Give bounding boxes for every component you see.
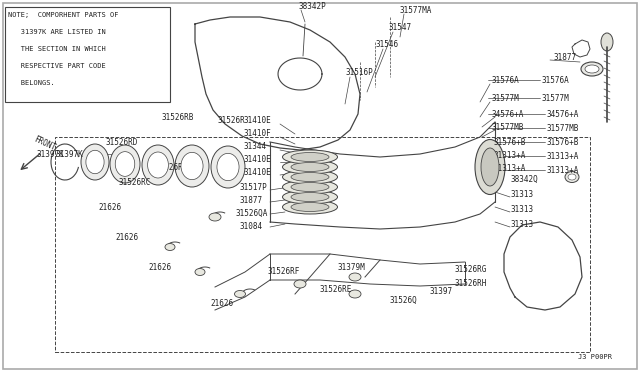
Text: 31410E: 31410E — [243, 154, 271, 164]
Ellipse shape — [565, 171, 579, 183]
Text: 31517P: 31517P — [240, 183, 268, 192]
Ellipse shape — [81, 144, 109, 180]
Text: 31397K: 31397K — [36, 150, 64, 158]
Text: 31410F: 31410F — [243, 128, 271, 138]
Text: 31877: 31877 — [554, 52, 577, 61]
Text: THE SECTION IN WHICH: THE SECTION IN WHICH — [8, 46, 106, 52]
Text: 31397K ARE LISTED IN: 31397K ARE LISTED IN — [8, 29, 106, 35]
Text: 34576+A: 34576+A — [492, 109, 524, 119]
Text: 21626: 21626 — [115, 232, 138, 241]
Ellipse shape — [475, 140, 505, 195]
Text: 31526RE: 31526RE — [320, 285, 353, 294]
Ellipse shape — [291, 202, 329, 212]
Text: 31526RB: 31526RB — [162, 112, 195, 122]
Text: 31084: 31084 — [240, 221, 263, 231]
Text: 31379M: 31379M — [338, 263, 365, 272]
Text: 31526RH: 31526RH — [455, 279, 488, 289]
Text: 31526RA: 31526RA — [155, 163, 188, 171]
Ellipse shape — [142, 145, 174, 185]
Text: 31410E: 31410E — [243, 115, 271, 125]
Text: 31546: 31546 — [376, 39, 399, 48]
Text: 31516P: 31516P — [346, 67, 374, 77]
Text: 31577M: 31577M — [542, 93, 570, 103]
Text: 31526RD: 31526RD — [105, 138, 138, 147]
Ellipse shape — [585, 65, 599, 73]
Ellipse shape — [110, 145, 140, 183]
Text: 31526RG: 31526RG — [455, 264, 488, 273]
Text: 31313: 31313 — [511, 189, 534, 199]
Ellipse shape — [148, 152, 168, 178]
Text: 31526RF: 31526RF — [268, 267, 300, 276]
Text: J3 P00PR: J3 P00PR — [578, 354, 612, 360]
Text: 31313: 31313 — [511, 205, 534, 214]
Ellipse shape — [86, 150, 104, 174]
Text: 31526R: 31526R — [218, 115, 246, 125]
Ellipse shape — [349, 273, 361, 281]
Text: 31577M: 31577M — [492, 93, 520, 103]
Ellipse shape — [282, 180, 337, 194]
Text: 31313+A: 31313+A — [547, 166, 579, 174]
Ellipse shape — [291, 173, 329, 182]
Ellipse shape — [115, 152, 135, 176]
Ellipse shape — [211, 146, 245, 188]
Text: 38342Q: 38342Q — [511, 174, 539, 183]
Text: 31313: 31313 — [511, 219, 534, 228]
Ellipse shape — [234, 291, 246, 298]
Text: 31577MB: 31577MB — [492, 122, 524, 131]
Ellipse shape — [217, 153, 239, 181]
Text: 31410E: 31410E — [243, 167, 271, 176]
Ellipse shape — [291, 192, 329, 202]
Text: 31526RC: 31526RC — [118, 177, 150, 186]
Text: 31547: 31547 — [389, 22, 412, 32]
Text: 38342P: 38342P — [299, 1, 327, 10]
Text: 31313+A: 31313+A — [494, 151, 526, 160]
Ellipse shape — [175, 145, 209, 187]
Text: 31313+A: 31313+A — [547, 151, 579, 160]
Text: 31397K: 31397K — [55, 150, 83, 158]
Text: 21626: 21626 — [98, 202, 121, 212]
Ellipse shape — [195, 269, 205, 276]
Ellipse shape — [294, 280, 306, 288]
Ellipse shape — [481, 148, 499, 186]
Text: 31576+B: 31576+B — [494, 138, 526, 147]
Ellipse shape — [581, 62, 603, 76]
Text: 31576A: 31576A — [492, 76, 520, 84]
Ellipse shape — [282, 150, 337, 164]
Text: FRONT: FRONT — [32, 135, 57, 153]
Text: NOTE;  COMPORНENT PARTS OF: NOTE; COMPORНENT PARTS OF — [8, 12, 118, 18]
Bar — [55, 137, 590, 352]
Text: 31526QA: 31526QA — [235, 208, 268, 218]
Text: 31313+A: 31313+A — [494, 164, 526, 173]
Ellipse shape — [291, 153, 329, 161]
Text: 31344: 31344 — [243, 141, 266, 151]
Text: BELONGS.: BELONGS. — [8, 80, 55, 86]
Ellipse shape — [209, 213, 221, 221]
Text: 31577MB: 31577MB — [547, 124, 579, 132]
Ellipse shape — [181, 153, 203, 180]
Text: 31526Q: 31526Q — [390, 295, 418, 305]
Text: 31576+B: 31576+B — [547, 138, 579, 147]
Ellipse shape — [349, 290, 361, 298]
Bar — [5, 7, 170, 102]
Ellipse shape — [291, 163, 329, 171]
Text: 34576+A: 34576+A — [547, 109, 579, 119]
Ellipse shape — [282, 160, 337, 174]
Ellipse shape — [568, 174, 576, 180]
Text: RESPECTIVE PART CODE: RESPECTIVE PART CODE — [8, 63, 106, 69]
Ellipse shape — [282, 190, 337, 204]
Text: 31576A: 31576A — [542, 76, 570, 84]
Ellipse shape — [291, 183, 329, 192]
Text: 31877: 31877 — [240, 196, 263, 205]
Text: 31397: 31397 — [430, 288, 453, 296]
Ellipse shape — [165, 244, 175, 250]
Ellipse shape — [282, 170, 337, 184]
Text: 21626: 21626 — [148, 263, 171, 272]
Text: 21626: 21626 — [210, 299, 233, 308]
Text: 31577MA: 31577MA — [400, 6, 433, 15]
Ellipse shape — [282, 200, 337, 214]
Ellipse shape — [601, 33, 613, 51]
